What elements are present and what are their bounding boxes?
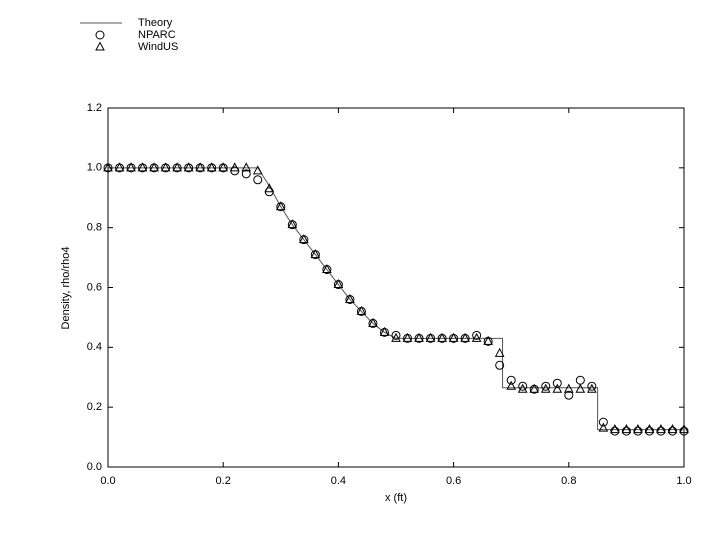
circle-marker (472, 330, 482, 340)
triangle-marker (195, 162, 205, 172)
circle-marker (621, 426, 631, 436)
triangle-marker (287, 219, 298, 229)
x-tick-label: 0.4 (331, 475, 346, 487)
circle-marker (241, 169, 251, 179)
triangle-marker (149, 162, 159, 172)
triangle-marker (356, 305, 367, 315)
triangle-marker (552, 383, 563, 393)
triangle-marker (621, 424, 632, 434)
circle-marker (253, 175, 263, 185)
circle-marker (95, 30, 105, 40)
triangle-marker (114, 162, 125, 172)
triangle-marker (575, 383, 586, 393)
legend-label: WindUS (138, 41, 178, 53)
triangle-marker (206, 162, 217, 172)
theory-line (108, 167, 684, 431)
legend-label: Theory (138, 17, 173, 29)
triangle-marker (598, 422, 609, 432)
triangle-marker (425, 332, 436, 342)
circle-marker (506, 375, 516, 385)
triangle-marker (540, 383, 551, 393)
triangle-marker (483, 335, 493, 345)
triangle-marker (633, 424, 643, 434)
circle-marker (633, 426, 643, 436)
triangle-marker (587, 383, 597, 393)
circle-marker (656, 426, 666, 436)
triangle-marker (322, 263, 332, 274)
triangle-marker (644, 424, 655, 434)
triangle-marker (172, 162, 182, 172)
triangle-marker (679, 424, 689, 434)
triangle-marker (218, 162, 229, 172)
triangle-marker (563, 383, 574, 393)
x-tick-label: 0.8 (561, 475, 576, 487)
circle-marker (391, 330, 401, 340)
triangle-marker (345, 293, 355, 303)
x-tick-label: 0.0 (100, 475, 115, 487)
triangle-marker (264, 183, 275, 193)
y-tick-label: 1.2 (87, 102, 102, 114)
triangle-marker (494, 347, 505, 357)
circle-marker (541, 381, 551, 391)
triangle-marker (506, 380, 517, 390)
circle-marker (667, 426, 677, 436)
circle-marker (564, 390, 574, 400)
y-tick-label: 0.6 (87, 281, 102, 293)
circle-marker (679, 426, 689, 436)
triangle-marker (437, 332, 447, 342)
triangle-marker (183, 162, 194, 172)
triangle-marker (299, 234, 309, 244)
triangle-marker (310, 249, 321, 259)
triangle-marker (471, 332, 482, 342)
x-tick-label: 0.2 (216, 475, 231, 487)
y-axis-label: Density, rho/rho4 (60, 247, 72, 330)
triangle-marker (229, 162, 240, 172)
triangle-marker (379, 326, 390, 336)
triangle-marker (333, 278, 344, 289)
x-tick-label: 0.6 (446, 475, 461, 487)
circle-marker (598, 417, 608, 427)
triangle-marker (391, 332, 401, 342)
circle-marker (575, 375, 585, 385)
y-tick-label: 1.0 (87, 162, 102, 174)
triangle-marker (610, 424, 620, 434)
y-tick-label: 0.0 (87, 461, 102, 473)
triangle-marker (241, 162, 252, 172)
x-axis-label: x (ft) (385, 492, 407, 504)
triangle-marker (414, 332, 424, 342)
triangle-marker (160, 162, 171, 172)
triangle-marker (275, 201, 286, 211)
triangle-marker (103, 162, 113, 172)
triangle-marker (126, 162, 136, 172)
triangle-marker (448, 332, 459, 342)
circle-marker (552, 378, 562, 388)
y-tick-label: 0.2 (87, 401, 102, 413)
triangle-marker (252, 165, 263, 175)
triangle-marker (402, 332, 413, 342)
legend-label: NPARC (138, 29, 176, 41)
triangle-marker (667, 424, 678, 434)
circle-marker (587, 381, 597, 391)
triangle-marker (137, 162, 148, 172)
triangle-marker (368, 317, 378, 327)
y-tick-label: 0.8 (87, 222, 102, 234)
y-tick-label: 0.4 (87, 341, 102, 353)
circle-marker (644, 426, 654, 436)
circle-marker (518, 381, 528, 391)
circle-marker (495, 360, 505, 370)
circle-marker (610, 426, 620, 436)
triangle-marker (517, 383, 528, 393)
triangle-marker (529, 383, 540, 393)
x-tick-label: 1.0 (676, 475, 691, 487)
triangle-marker (95, 41, 105, 51)
triangle-marker (460, 332, 470, 342)
triangle-marker (656, 424, 666, 434)
